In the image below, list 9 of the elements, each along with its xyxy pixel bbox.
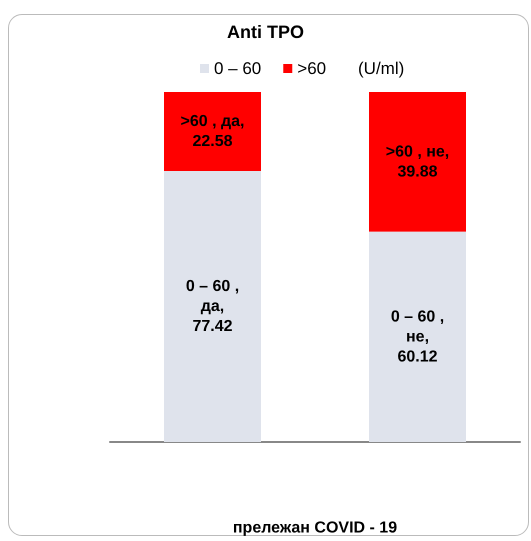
chart-title: Anti TPO (227, 22, 304, 42)
legend-label: 0 – 60 (214, 59, 262, 78)
data-label: >60 , не, 39.88 (386, 143, 450, 180)
x-axis-title: прележан COVID - 19 (232, 520, 398, 536)
legend-label: >60 (297, 59, 326, 78)
data-label: 0 – 60 , не, 60.12 (390, 308, 444, 366)
legend-title: (U/ml) (358, 59, 404, 78)
data-label: 0 – 60 , да, 77.42 (186, 278, 240, 336)
data-label: >60 , да, 22.58 (180, 113, 244, 150)
